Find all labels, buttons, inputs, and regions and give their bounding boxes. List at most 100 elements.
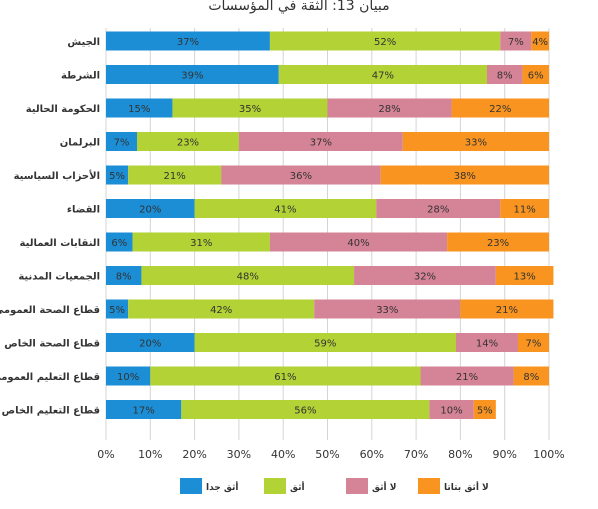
x-tick-label: 70% [404,448,428,461]
x-tick-label: 100% [533,448,564,461]
data-label: 52% [374,37,396,48]
bar-segment [429,400,474,419]
bar-segment [500,31,532,51]
bar-segment [128,299,315,319]
legend-label: أثق [290,481,305,493]
bar-segment [473,400,496,419]
data-label: 14% [476,339,498,350]
category-label: قطاع الصحة العمومي [0,305,100,316]
bar-segment [495,266,554,285]
bar-segment [106,333,195,352]
bar-segment [141,266,355,285]
data-label: 28% [427,205,449,216]
data-label: 6% [111,238,127,249]
data-label: 20% [139,205,161,216]
bar-segment [106,65,279,84]
legend-label: أثق جدا [206,481,238,493]
bar-segment [278,65,487,84]
x-tick-label: 20% [182,448,206,461]
data-label: 36% [290,171,312,182]
data-label: 37% [177,37,199,48]
data-label: 8% [523,372,539,383]
data-label: 41% [274,205,296,216]
bar-segment [132,232,270,252]
bar-segment [106,199,195,218]
data-label: 5% [477,406,493,417]
legend-swatch [346,478,368,494]
data-label: 5% [109,171,125,182]
bar-segment [106,232,133,252]
data-label: 40% [347,238,369,249]
data-label: 42% [210,305,232,316]
x-tick-label: 50% [315,448,339,461]
data-label: 10% [440,406,462,417]
data-label: 21% [496,305,518,316]
bar-segment [194,199,377,218]
data-label: 31% [190,238,212,249]
data-label: 23% [177,138,199,149]
data-label: 32% [414,272,436,283]
legend-label: لا أثق [372,481,396,493]
bar-segment [447,232,549,252]
data-label: 7% [508,37,524,48]
chart-title: مبيان 13: الثقة في المؤسسات [208,0,389,14]
bar-segment [106,299,129,319]
category-label: البرلمان [60,138,100,149]
category-label: الجمعيات المدنية [18,272,100,283]
legend-label: لا أثق بتاتا [444,481,489,493]
data-label: 21% [456,372,478,383]
data-label: 7% [114,138,130,149]
bar-segment [181,400,430,419]
data-label: 56% [294,406,316,417]
data-label: 20% [139,339,161,350]
x-tick-label: 0% [97,448,114,461]
data-label: 59% [314,339,336,350]
bar-segment [513,366,549,386]
data-label: 4% [532,37,548,48]
bar-segment [380,165,549,185]
category-label: النقابات العمالية [20,238,100,249]
bar-segment [376,199,501,218]
bar-segment [106,31,270,51]
data-label: 13% [514,272,536,283]
data-label: 37% [310,138,332,149]
bar-segment [194,333,456,352]
category-label: الشرطة [61,71,100,82]
data-label: 5% [109,305,125,316]
bar-segment [522,65,549,84]
bar-segment [486,65,523,84]
data-label: 28% [378,104,400,115]
bar-segment [106,366,151,386]
bar-segment [269,31,501,51]
x-tick-label: 90% [492,448,516,461]
category-label: قطاع التعليم الخاص [2,406,100,417]
data-label: 6% [528,71,544,82]
category-label: قطاع الصحة الخاص [4,339,100,350]
x-tick-label: 60% [360,448,384,461]
category-label: الحكومة الحالية [26,104,100,115]
data-label: 17% [133,406,155,417]
data-label: 33% [376,305,398,316]
data-label: 23% [487,238,509,249]
bar-segment [420,366,514,386]
bar-segment [455,333,518,352]
bar-segment [269,232,448,252]
bar-segment [500,199,549,218]
data-label: 15% [128,104,150,115]
bar-segment [531,31,549,51]
bar-segment [106,165,129,185]
bar-segment [517,333,549,352]
category-label: الجيش [67,37,100,48]
bar-segment [106,98,173,118]
data-label: 61% [274,372,296,383]
data-label: 35% [239,104,261,115]
x-tick-label: 30% [227,448,251,461]
data-label: 48% [237,272,259,283]
bar-segment [354,266,496,285]
data-label: 38% [454,171,476,182]
x-tick-label: 40% [271,448,295,461]
bar-segment [150,366,421,386]
data-label: 7% [526,339,542,350]
bar-segment [106,266,142,285]
